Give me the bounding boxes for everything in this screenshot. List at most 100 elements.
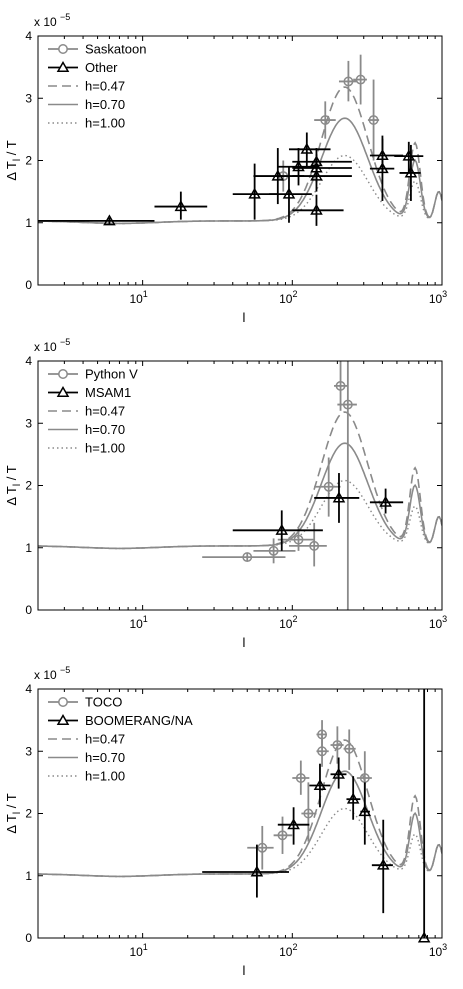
data-point [257,842,268,853]
data-point [379,495,392,507]
legend-marker [56,60,70,72]
data-point [287,818,300,830]
legend-item: h=0.70 [48,422,125,437]
data-point [103,214,116,226]
y-axis-label-sub: l [12,159,23,161]
legend-item: h=1.00 [48,769,125,784]
legend-item: h=1.00 [48,116,125,131]
series-python-v [202,361,357,610]
legend-label: h=0.47 [85,732,125,747]
data-point [292,160,305,172]
y-axis-label-sub: l [12,484,23,486]
legend-item: Other [48,60,118,75]
data-point [268,545,279,556]
x-tick-label: 101 [129,942,147,959]
x-tick-label: 103 [429,614,447,631]
data-point [376,858,390,870]
model-curve-h-0-70 [38,770,442,878]
data-point [248,187,261,199]
x-tick-exponent: 1 [143,942,148,952]
x-tick-label: 103 [429,289,447,306]
x-tick-label: 102 [279,614,297,631]
legend-label: MSAM1 [85,385,131,400]
x-tick-label: 103 [429,942,447,959]
y-axis-label-main: Δ T [4,486,19,506]
y-tick-label: 4 [25,682,32,696]
legend-label: BOOMERANG/NA [85,713,193,728]
series-other [38,132,424,226]
y-axis-label-rest: / T [4,140,19,159]
x-tick-exponent: 3 [442,289,447,299]
legend-label: Python V [85,367,138,382]
legend-label: Saskatoon [85,42,146,57]
x-tick-exponent: 3 [442,942,447,952]
y-axis-label-rest: / T [4,793,19,812]
x-axis-label: l [243,310,246,325]
legend-marker [58,369,68,379]
legend-item: h=1.00 [48,441,125,456]
series-toco [247,720,372,870]
data-point [309,540,320,551]
y-tick-label: 3 [25,744,32,758]
y-exponent-value: −5 [60,12,70,22]
y-axis-label: Δ Tl / T [4,793,23,833]
x-tick-exponent: 1 [143,289,148,299]
legend-item: h=0.47 [48,79,125,94]
data-point [359,773,370,783]
data-point [295,773,306,783]
data-point [303,808,314,819]
y-tick-label: 0 [25,931,32,945]
legend-item: Python V [48,367,138,382]
data-point [293,534,304,545]
data-point [242,552,253,563]
data-point [313,778,327,790]
y-tick-label: 4 [25,29,32,43]
legend: TOCO BOOMERANG/NA h=0.47 h=0.70 h=1.00 [48,695,193,784]
data-point [323,481,334,492]
legend-label: h=0.47 [85,79,125,94]
legend-marker [58,697,68,707]
y-tick-label: 4 [25,354,32,368]
series-boomerang-na [202,689,431,943]
legend-item: Saskatoon [48,42,146,57]
x-tick-exponent: 2 [292,289,297,299]
legend-item: h=0.47 [48,732,125,747]
y-tick-label: 2 [25,154,32,168]
legend-marker [56,385,70,397]
legend-item: BOOMERANG/NA [48,713,193,728]
y-axis-label-rest: / T [4,465,19,484]
data-point [271,169,285,181]
legend-label: TOCO [85,695,122,710]
data-point [355,74,366,85]
x-axis-label: l [243,963,246,978]
legend-label: Other [85,60,118,75]
series-msam1 [232,473,404,551]
x-tick-label: 101 [129,289,147,306]
data-point [275,523,289,535]
y-tick-label: 0 [25,603,32,617]
legend-label: h=1.00 [85,441,125,456]
y-axis-label: Δ Tl / T [4,465,23,505]
legend-label: h=1.00 [85,769,125,784]
legend-label: h=1.00 [85,116,125,131]
legend-item: h=0.47 [48,404,125,419]
legend-marker [56,713,70,725]
x-tick-exponent: 3 [442,614,447,624]
y-exponent-label: x 10 −5 [34,665,70,682]
y-tick-label: 1 [25,216,32,230]
y-exponent-value: −5 [60,337,70,347]
legend-label: h=0.47 [85,404,125,419]
data-point [282,187,296,199]
x-tick-label: 102 [279,942,297,959]
data-point [376,162,389,174]
y-tick-label: 1 [25,541,32,555]
legend-item: h=0.70 [48,750,125,765]
y-exponent-value: −5 [60,665,70,675]
x-tick-label: 102 [279,289,297,306]
legend-label: h=0.70 [85,97,125,112]
y-axis-label-main: Δ T [4,814,19,834]
legend-item: TOCO [48,695,122,710]
